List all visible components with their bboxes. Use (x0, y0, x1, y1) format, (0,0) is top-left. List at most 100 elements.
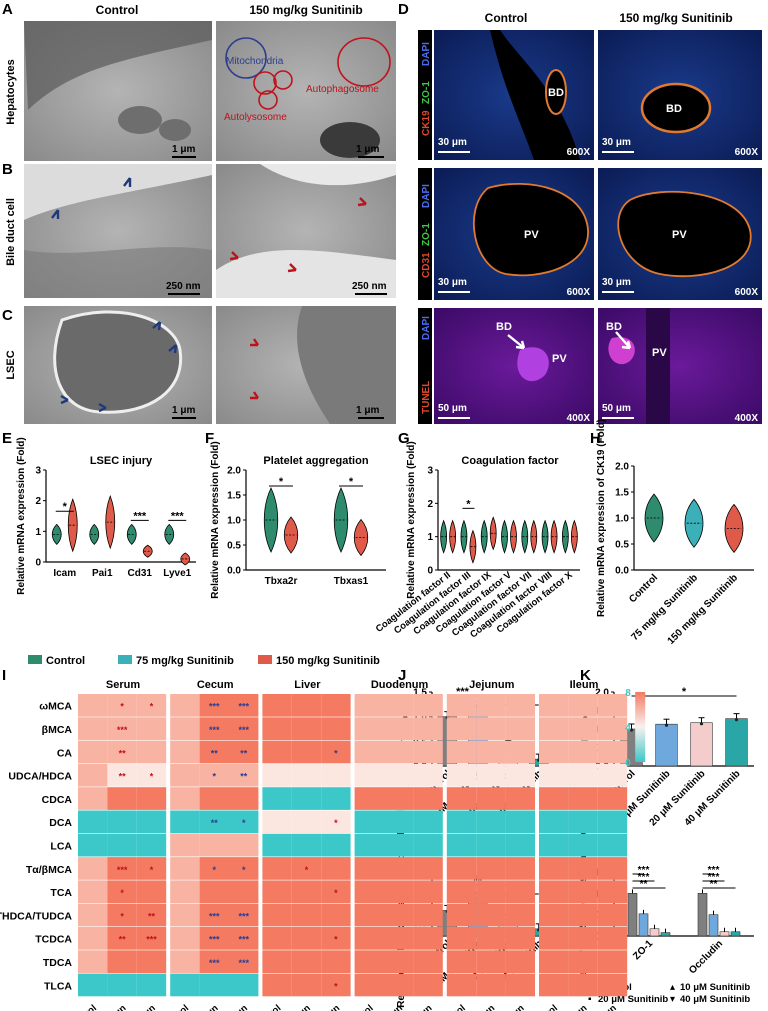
heatmap-cell-5-5-0 (539, 810, 569, 834)
chart-g-violin-5-0 (541, 519, 549, 554)
heatmap-cell-7-1-0 (170, 857, 200, 880)
heatmap-colorbar-tick-0: 8 (625, 688, 631, 699)
heatmap-cell-9-3-0 (354, 903, 384, 927)
mitochondria-outline (225, 37, 267, 79)
heatmap-sig-21: * (242, 865, 246, 875)
if-scale-d3-control: 50 μm (438, 403, 467, 414)
heatmap-sig-17: * (334, 818, 338, 828)
heatmap-cell-4-4-0 (446, 787, 477, 810)
heatmap-cell-12-4-1 (476, 973, 506, 997)
chart-f-xtick-0: Tbxa2r (265, 576, 298, 587)
heatmap-cell-6-4-0 (446, 833, 477, 857)
heatmap-row-2: CA (57, 747, 73, 759)
heatmap-xlab-0-0: Control (66, 1003, 99, 1011)
heatmap-sig-15: ** (211, 818, 219, 828)
chart-f-sig-0: * (279, 476, 284, 488)
chart-m-bar-1-2 (719, 931, 730, 937)
panel-letter-j: J (398, 667, 406, 684)
chart-m-bar-1-1 (708, 914, 719, 937)
heatmap-cell-2-1-2 (229, 740, 259, 764)
scale-b-control: 250 nm (166, 281, 201, 292)
heatmap-cell-7-3-1 (384, 857, 414, 880)
heatmap-sig-34: *** (209, 958, 220, 968)
heatmap-cell-2-3-0 (354, 740, 384, 764)
chart-f-ytick-label-2: 1.0 (227, 516, 241, 527)
heatmap-sig-25: * (120, 911, 124, 921)
heatmap-cell-4-0-1 (107, 787, 137, 810)
heatmap-cell-3-3-1 (384, 763, 414, 787)
heatmap-sig-23: * (120, 888, 124, 898)
heatmap-cell-11-2-0 (262, 950, 292, 973)
heatmap-cell-1-3-1 (384, 717, 414, 740)
heatmap-cell-1-4-1 (476, 717, 506, 740)
heatmap-xlab-1-2: 150 mg/kg Sun (191, 1003, 250, 1011)
heatmap-cell-10-2-2 (321, 927, 351, 950)
heatmap-cell-6-0-0 (78, 833, 108, 857)
heatmap-row-12: TLCA (44, 980, 72, 992)
heatmap-cell-2-4-1 (476, 740, 506, 764)
heatmap-sig-9: ** (240, 748, 248, 758)
chart-h-ytick-label-3: 1.5 (615, 488, 629, 499)
chart-g-sig-1: * (466, 498, 471, 510)
heatmap-cell-7-5-1 (568, 857, 598, 880)
heatmap-cell-10-3-1 (384, 927, 414, 950)
heatmap-cell-7-2-1 (291, 857, 322, 880)
chart-f-ytick-label-4: 2.0 (227, 466, 241, 477)
heatmap-col-3: Duodenum (371, 679, 429, 691)
chart-m-sig-0-1: *** (638, 872, 650, 883)
if-pv-d3-treated: PV (652, 347, 667, 359)
heatmap-cell-5-4-2 (505, 810, 535, 834)
heatmap-cell-5-3-0 (354, 810, 384, 834)
heatmap-cell-1-4-0 (446, 717, 477, 740)
arrow-bd-d3-control (507, 334, 526, 350)
heatmap-cell-2-4-2 (505, 740, 535, 764)
heatmap-cell-8-2-1 (291, 880, 322, 904)
heatmap-cell-9-3-2 (413, 903, 443, 927)
heatmap-cell-7-4-0 (446, 857, 477, 880)
heatmap-cell-9-1-1 (199, 903, 229, 927)
if-row2-zo1: ZO-1 (421, 223, 432, 246)
heatmap-cell-10-5-2 (597, 927, 628, 950)
heatmap-sig-18: *** (117, 865, 128, 875)
chart-h-xtick-1: 75 mg/kg Sunitinib (629, 572, 700, 643)
heatmap-xlab-1-0: Control (158, 1003, 191, 1011)
chart-m-sig-1-0: *** (708, 865, 720, 876)
heatmap-cell-0-4-0 (446, 694, 477, 717)
heatmap-cell-1-2-2 (321, 717, 351, 740)
heatmap-cell-9-2-2 (321, 903, 351, 927)
heatmap-sig-14: ** (240, 772, 248, 782)
heatmap-cell-9-5-2 (597, 903, 628, 927)
heatmap-cell-11-1-0 (170, 950, 200, 973)
chart-g-violin-2-1 (489, 516, 497, 551)
heatmap-cell-7-5-0 (539, 857, 569, 880)
heatmap-cell-8-4-1 (476, 880, 506, 904)
legend-efg: Control 75 mg/kg Sunitinib 150 mg/kg Sun… (28, 655, 380, 667)
heatmap-cell-3-0-0 (78, 763, 108, 787)
heatmap-cell-0-0-1 (107, 694, 137, 717)
heatmap-sig-13: * (213, 772, 217, 782)
heatmap-cell-7-4-1 (476, 857, 506, 880)
chart-g-ytick-label-3: 3 (427, 466, 433, 477)
heatmap-cell-1-2-1 (291, 717, 322, 740)
chart-m-bar-1-0 (697, 893, 708, 937)
heatmap-cell-7-3-0 (354, 857, 384, 880)
heatmap-cell-10-4-1 (476, 927, 506, 950)
heatmap-cell-5-5-2 (597, 810, 628, 834)
heatmap-cell-9-0-2 (136, 903, 167, 927)
heatmap-cell-8-2-2 (321, 880, 351, 904)
heatmap-cell-12-1-1 (199, 973, 229, 997)
heatmap-cell-1-1-0 (170, 717, 200, 740)
heatmap-cell-11-5-0 (539, 950, 569, 973)
heatmap-cell-0-3-2 (413, 694, 443, 717)
heatmap-cell-10-5-0 (539, 927, 569, 950)
heatmap-cell-8-1-1 (199, 880, 229, 904)
heatmap-cell-12-0-2 (136, 973, 167, 997)
if-bd-d1-control: BD (548, 87, 564, 99)
if-mag-d1-control: 600X (567, 147, 591, 158)
chart-e-title: LSEC injury (90, 455, 153, 467)
heatmap-sig-0: * (120, 702, 124, 712)
heatmap-cell-7-0-0 (78, 857, 108, 880)
heatmap-cell-11-5-1 (568, 950, 598, 973)
chart-g-violin-0-0 (440, 519, 448, 554)
if-row2-cd31: CD31 (421, 252, 432, 278)
